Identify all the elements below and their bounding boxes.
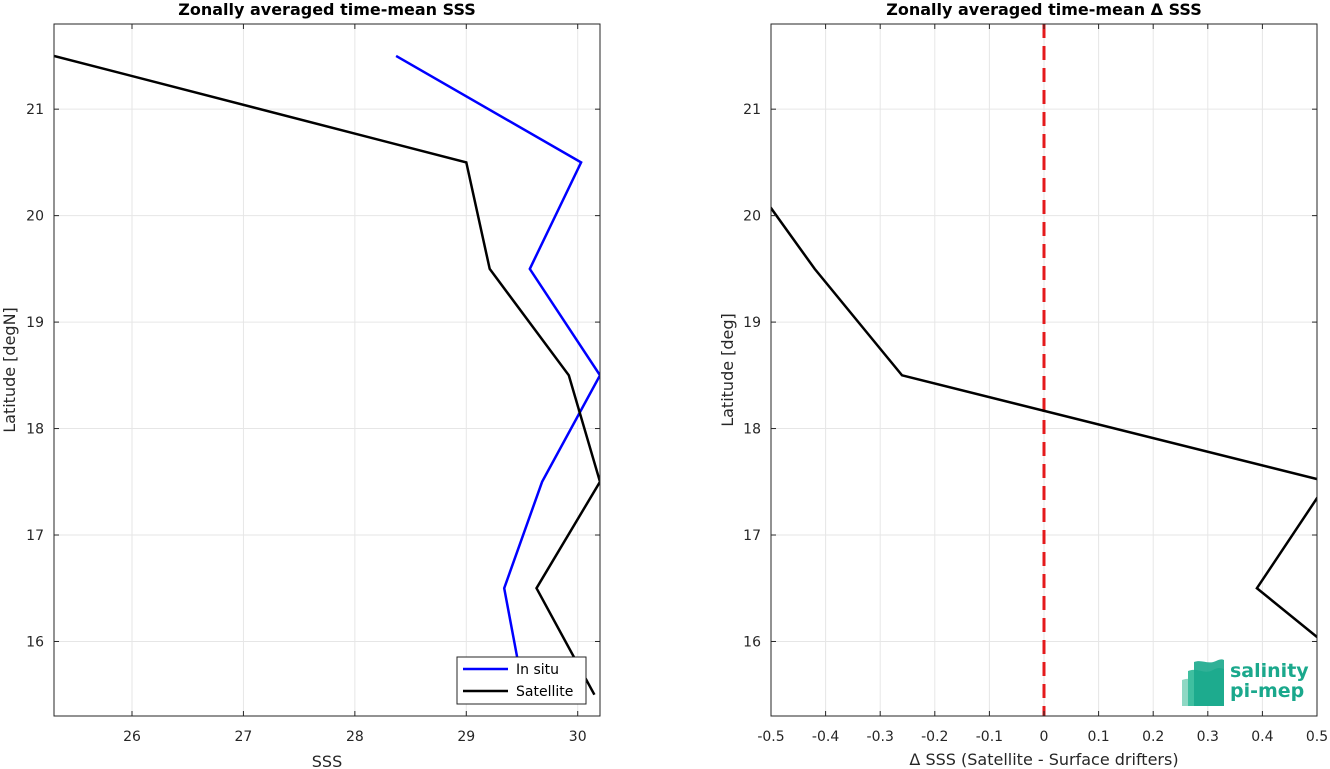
- x-tick-label: -0.5: [757, 729, 784, 745]
- y-axis-label-delta-sss: Latitude [deg]: [718, 313, 737, 427]
- series-sss: [54, 54, 600, 696]
- x-tick-label: 26: [123, 729, 141, 745]
- panel-sss: 26 27 28 29 30 16 17 18 19 20 21 Zonally averaged …: [0, 0, 601, 769]
- x-tick-label: -0.1: [976, 729, 1003, 745]
- ticks-delta-sss: -0.5 -0.4 -0.3 -0.2 -0.1 0 0.1 0.2 0.3 0.4 0.5 16 17…: [743, 24, 1328, 745]
- chart-title-delta-sss: Zonally averaged time-mean Δ SSS: [886, 0, 1202, 19]
- y-tick-label: 17: [743, 528, 761, 544]
- x-tick-label: 0.2: [1142, 729, 1164, 745]
- legend-box: [456, 656, 587, 705]
- y-axis-label-sss: Latitude [degN]: [0, 307, 19, 433]
- x-tick-label: 30: [569, 729, 587, 745]
- series-line-delta: [771, 205, 1317, 639]
- y-tick-label: 18: [26, 422, 44, 438]
- series-line-in-situ: [395, 54, 600, 695]
- y-tick-label: 16: [26, 634, 44, 650]
- x-axis-label-delta-sss: Δ SSS (Satellite - Surface drifters): [909, 750, 1178, 769]
- y-tick-label: 21: [743, 102, 761, 118]
- y-tick-label: 19: [26, 315, 44, 331]
- x-tick-label: -0.2: [921, 729, 948, 745]
- series-line-satellite: [54, 54, 600, 696]
- grid-sss: [54, 24, 600, 716]
- x-tick-label: 28: [346, 729, 364, 745]
- legend: In situ Satellite: [456, 656, 587, 705]
- salinity-pi-mep-logo: salinity pi-mep: [1182, 659, 1309, 706]
- logo-text-pi-mep: pi-mep: [1230, 680, 1304, 702]
- y-tick-label: 18: [743, 422, 761, 438]
- x-tick-label: -0.4: [812, 729, 839, 745]
- x-axis-label-sss: SSS: [312, 752, 342, 769]
- grid-delta-sss: [770, 24, 1318, 716]
- x-tick-label: 0: [1040, 729, 1049, 745]
- y-tick-label: 19: [743, 315, 761, 331]
- x-tick-label: 0.4: [1251, 729, 1273, 745]
- logo-wave-icon: [1182, 659, 1224, 706]
- y-tick-label: 17: [26, 528, 44, 544]
- x-tick-label: -0.3: [867, 729, 894, 745]
- x-tick-label: 0.3: [1197, 729, 1219, 745]
- ticks-sss: 26 27 28 29 30 16 17 18 19 20 21: [26, 24, 600, 745]
- axes-box-sss: [53, 23, 601, 717]
- y-tick-label: 20: [743, 209, 761, 225]
- chart-title-sss: Zonally averaged time-mean SSS: [178, 0, 476, 19]
- y-tick-label: 16: [743, 634, 761, 650]
- x-tick-label: 27: [235, 729, 253, 745]
- series-delta-sss: [771, 24, 1317, 716]
- legend-label-in-situ: In situ: [516, 662, 559, 678]
- panel-delta-sss: -0.5 -0.4 -0.3 -0.2 -0.1 0 0.1 0.2 0.3 0.4 0.5 16 17…: [718, 0, 1328, 769]
- y-tick-label: 21: [26, 102, 44, 118]
- x-tick-label: 29: [457, 729, 475, 745]
- x-tick-label: 0.1: [1087, 729, 1109, 745]
- logo-text-salinity: salinity: [1230, 660, 1309, 682]
- x-tick-label: 0.5: [1306, 729, 1328, 745]
- y-tick-label: 20: [26, 209, 44, 225]
- legend-label-satellite: Satellite: [516, 684, 573, 700]
